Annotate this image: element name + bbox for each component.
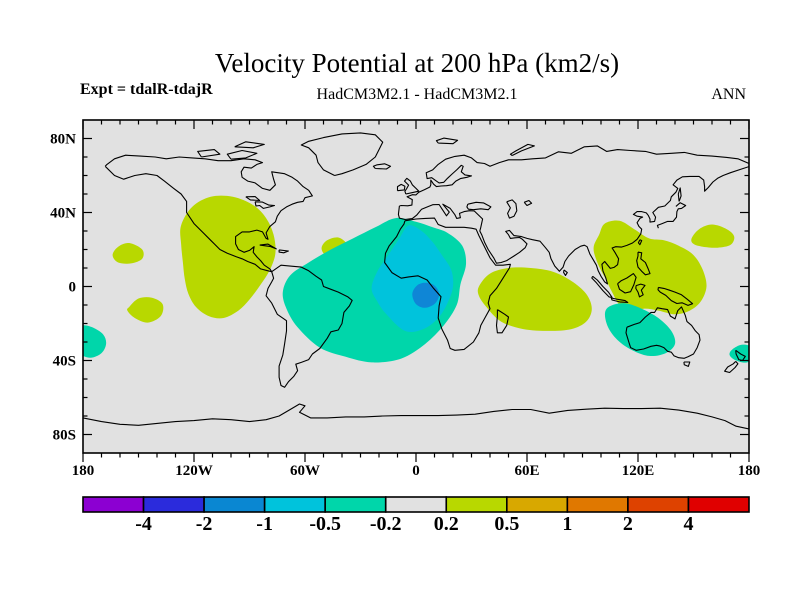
lat-tick-label-0: 0 <box>69 280 77 296</box>
region-south-pacific-positive <box>127 297 164 323</box>
colorbar-segment-6 <box>445 496 508 513</box>
colorbar-label--2: -2 <box>196 513 213 535</box>
lat-tick-label-80N: 80N <box>50 132 76 148</box>
colorbar-segment-1 <box>142 496 205 513</box>
lat-tick-label-40S: 40S <box>53 354 76 370</box>
season-label: ANN <box>711 86 746 103</box>
region-north-america-positive <box>180 195 276 319</box>
colorbar-segment-8 <box>566 496 629 513</box>
colorbar-segment-3 <box>263 496 326 513</box>
coastlines <box>83 132 749 430</box>
region-dateline-negative-west <box>83 325 107 358</box>
lon-tick-label-180: 180 <box>72 463 95 479</box>
colorbar-label-0.5: 0.5 <box>494 513 519 535</box>
colorbar-label-1: 1 <box>562 513 572 535</box>
lat-tick-label-80S: 80S <box>53 428 76 444</box>
lon-tick-label-120E: 120E <box>622 463 655 479</box>
colorbar-label--4: -4 <box>135 513 152 535</box>
colorbar-segment-5 <box>384 496 448 513</box>
model-comparison-label: HadCM3M2.1 - HadCM3M2.1 <box>316 86 518 103</box>
colorbar-label--1: -1 <box>256 513 273 535</box>
axis-ticks <box>82 120 750 462</box>
colorbar: -4 -2 -1 -0.5 -0.2 0.2 0.5 1 2 4 <box>82 496 750 535</box>
chart-title: Velocity Potential at 200 hPa (km2/s) <box>214 48 620 78</box>
lon-tick-label-120W: 120W <box>175 463 213 479</box>
region-atlantic-negative-core <box>412 282 440 308</box>
colorbar-segment-0 <box>82 496 145 513</box>
lat-tick-label-40N: 40N <box>50 206 76 222</box>
lon-tick-label-60W: 60W <box>290 463 320 479</box>
colorbar-label-0.2: 0.2 <box>434 513 459 535</box>
colorbar-segment-2 <box>203 496 266 513</box>
colorbar-label-2: 2 <box>623 513 633 535</box>
lon-tick-label-0: 0 <box>412 463 420 479</box>
colorbar-segment-9 <box>627 496 690 513</box>
region-northwest-pacific-positive <box>691 224 735 248</box>
region-atlantic-negative-mid <box>371 225 454 333</box>
experiment-label: Expt = tdalR-tdajR <box>80 81 213 98</box>
colorbar-segment-4 <box>324 496 387 513</box>
colorbar-segment-7 <box>506 496 569 513</box>
region-australia-negative <box>604 303 676 357</box>
lon-tick-label-60E: 60E <box>514 463 539 479</box>
colorbar-label-4: 4 <box>683 513 693 535</box>
colorbar-label--0.2: -0.2 <box>370 513 402 535</box>
colorbar-segment-10 <box>687 496 750 513</box>
region-hawaii-positive <box>112 242 144 264</box>
contour-regions <box>83 195 749 363</box>
lon-tick-label-180: 180 <box>738 463 761 479</box>
colorbar-label--0.5: -0.5 <box>309 513 341 535</box>
